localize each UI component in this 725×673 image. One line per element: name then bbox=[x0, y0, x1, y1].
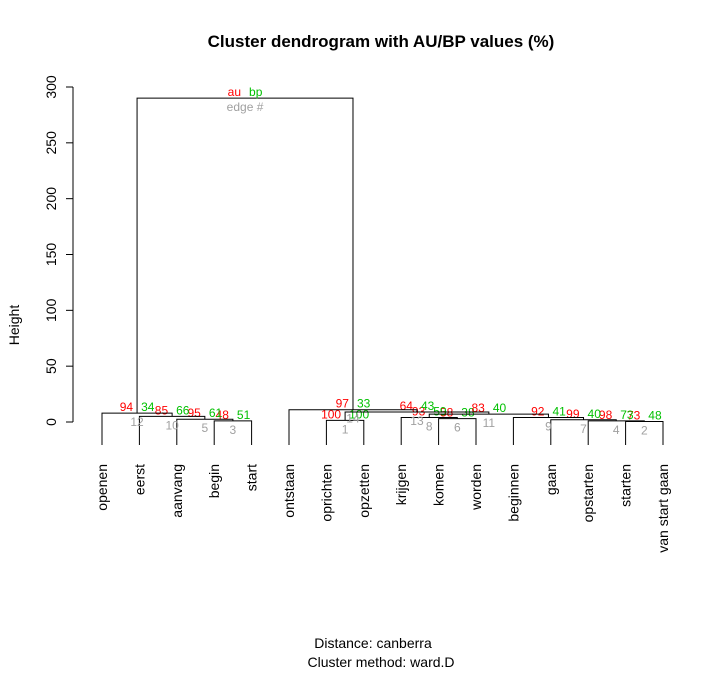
cluster-method-label: Cluster method: ward.D bbox=[307, 654, 454, 670]
bp-value: bp bbox=[249, 85, 263, 99]
leaf-label: begin bbox=[206, 464, 222, 498]
bp-value: 100 bbox=[349, 407, 369, 421]
bp-value: 66 bbox=[176, 403, 190, 417]
au-value: 98 bbox=[599, 408, 613, 422]
edge-number: 10 bbox=[165, 418, 179, 432]
leaf-label: ontstaan bbox=[281, 464, 297, 518]
bp-value: 51 bbox=[237, 408, 251, 422]
au-value: 64 bbox=[400, 399, 414, 413]
leaf-label: starten bbox=[618, 464, 634, 507]
au-value: 48 bbox=[216, 408, 230, 422]
bp-value: 61 bbox=[209, 406, 223, 420]
edge-number: 12 bbox=[130, 415, 144, 429]
au-value: 73 bbox=[627, 408, 641, 422]
bp-value: 73 bbox=[620, 408, 634, 422]
chart-title: Cluster dendrogram with AU/BP values (%) bbox=[208, 32, 555, 51]
edge-number: 2 bbox=[641, 423, 648, 437]
leaf-label: gaan bbox=[543, 464, 559, 495]
au-value: 92 bbox=[531, 405, 545, 419]
bp-value: 33 bbox=[357, 397, 371, 411]
leaf-label: eerst bbox=[131, 464, 147, 495]
bp-value: 40 bbox=[493, 401, 507, 415]
edge-number: 9 bbox=[545, 420, 552, 434]
bp-value: 48 bbox=[648, 408, 662, 422]
leaf-labels: openen eerst aanvang begin start ontstaan opri… bbox=[94, 464, 671, 553]
y-tick-label: 100 bbox=[43, 298, 59, 322]
leaf-label: worden bbox=[468, 464, 484, 511]
leaf-label: beginnen bbox=[505, 464, 521, 522]
au-value: 85 bbox=[155, 403, 169, 417]
bp-value: 34 bbox=[141, 400, 155, 414]
au-value: 58 bbox=[440, 406, 454, 420]
leaf-label: start bbox=[244, 464, 260, 491]
leaf-label: krijgen bbox=[393, 464, 409, 505]
leaf-label: oprichten bbox=[318, 464, 334, 522]
au-value: 83 bbox=[471, 401, 485, 415]
bp-value: 43 bbox=[421, 399, 435, 413]
edge-number: 8 bbox=[426, 420, 433, 434]
edge-number: edge # bbox=[227, 100, 264, 114]
au-value: 94 bbox=[120, 400, 134, 414]
y-axis: 0 50 100 150 200 250 300 bbox=[43, 75, 74, 426]
y-axis-label: Height bbox=[6, 305, 22, 346]
au-value: 95 bbox=[187, 406, 201, 420]
au-value: 100 bbox=[321, 407, 341, 421]
leaf-label: van start gaan bbox=[655, 464, 671, 553]
y-tick-label: 300 bbox=[43, 75, 59, 99]
edge-number: 6 bbox=[454, 421, 461, 435]
y-tick-label: 0 bbox=[43, 418, 59, 426]
edge-number: 4 bbox=[613, 423, 620, 437]
merge-branch bbox=[136, 97, 354, 414]
leaf-label: komen bbox=[431, 464, 447, 506]
edge-number: 7 bbox=[580, 422, 587, 436]
y-tick-label: 250 bbox=[43, 131, 59, 155]
leaf-label: opstarten bbox=[580, 464, 596, 522]
leaf-label: openen bbox=[94, 464, 110, 511]
distance-label: Distance: canberra bbox=[314, 635, 432, 651]
edge-number: 11 bbox=[483, 416, 496, 430]
y-tick-label: 200 bbox=[43, 187, 59, 211]
edge-number: 3 bbox=[230, 423, 237, 437]
bp-value: 38 bbox=[461, 406, 475, 420]
edge-number: 14 bbox=[346, 412, 360, 426]
y-tick-label: 150 bbox=[43, 243, 59, 267]
bp-value: 41 bbox=[552, 405, 566, 419]
edge-number: 5 bbox=[202, 421, 209, 435]
au-value: 99 bbox=[566, 407, 580, 421]
au-value: 97 bbox=[336, 397, 350, 411]
bp-value: 40 bbox=[588, 407, 602, 421]
leaf-label: opzetten bbox=[356, 464, 372, 518]
leaf-label: aanvang bbox=[169, 464, 185, 518]
edge-number: 1 bbox=[342, 422, 349, 436]
au-value: au bbox=[228, 85, 241, 99]
y-tick-label: 50 bbox=[43, 358, 59, 374]
edge-number: 13 bbox=[410, 414, 424, 428]
